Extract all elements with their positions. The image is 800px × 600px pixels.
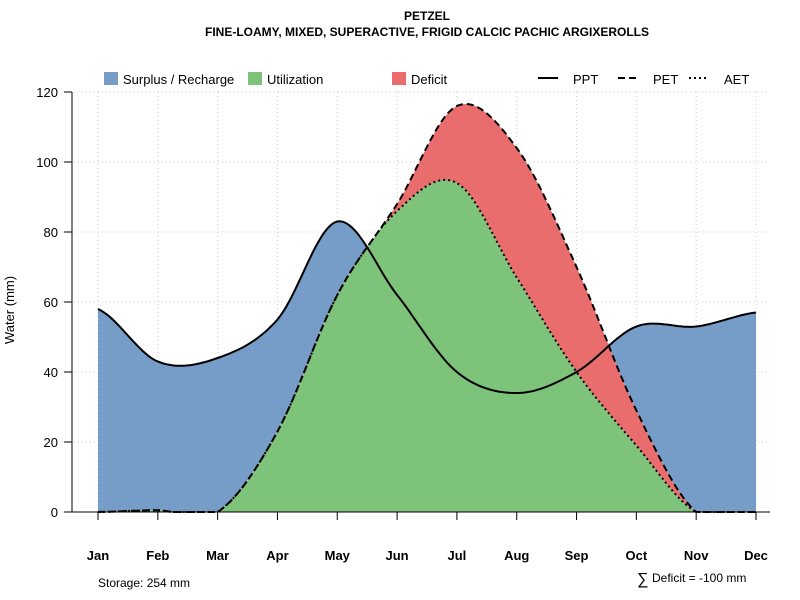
legend-swatch-utilization: [248, 72, 262, 85]
ppt-line: [97, 220, 757, 394]
x-tick-label: Feb: [146, 548, 169, 563]
y-axis-label: Water (mm): [2, 276, 17, 344]
x-tick-label: Dec: [744, 548, 768, 563]
y-tick-label: 80: [44, 225, 58, 240]
y-tick-label: 20: [44, 435, 58, 450]
chart-subtitle: FINE-LOAMY, MIXED, SUPERACTIVE, FRIGID C…: [205, 25, 649, 39]
chart-title: PETZEL: [404, 9, 450, 23]
y-tick-label: 60: [44, 295, 58, 310]
legend-label: Surplus / Recharge: [123, 72, 234, 87]
storage-annotation: Storage: 254 mm: [98, 576, 190, 590]
sum-symbol: ∑: [637, 571, 648, 588]
x-tick-label: Jan: [87, 548, 109, 563]
pet-line: [97, 102, 756, 513]
y-tick-label: 40: [44, 365, 58, 380]
legend-label: Deficit: [411, 72, 448, 87]
x-tick-label: Oct: [626, 548, 648, 563]
legend-label: PET: [653, 72, 678, 87]
x-tick-label: Nov: [684, 548, 709, 563]
legend-label: AET: [724, 72, 749, 87]
x-tick-label: Jun: [386, 548, 409, 563]
y-tick-label: 0: [51, 505, 58, 520]
y-tick-label: 120: [36, 85, 58, 100]
legend-swatch-deficit: [392, 72, 406, 85]
x-tick-label: Jul: [448, 548, 467, 563]
y-tick-label: 100: [36, 155, 58, 170]
legend-swatch-surplus: [104, 72, 118, 85]
x-tick-label: May: [325, 548, 351, 563]
surplus-recharge-area: [98, 104, 756, 512]
utilization-area: [98, 179, 756, 512]
legend-label: Utilization: [267, 72, 323, 87]
deficit-area: [98, 104, 756, 512]
deficit-annotation: Deficit = -100 mm: [652, 571, 746, 585]
legend-label: PPT: [573, 72, 598, 87]
x-tick-label: Sep: [565, 548, 589, 563]
x-tick-label: Apr: [266, 548, 288, 563]
x-tick-label: Aug: [504, 548, 529, 563]
x-tick-label: Mar: [206, 548, 229, 563]
